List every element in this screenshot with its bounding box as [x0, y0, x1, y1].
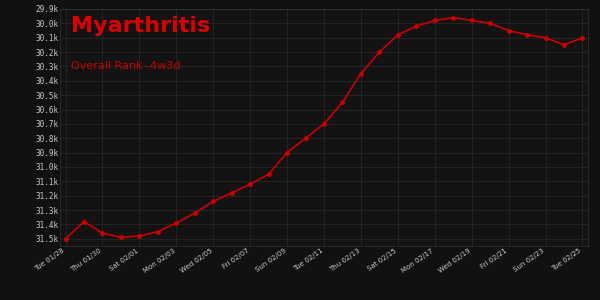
Text: Myarthritis: Myarthritis	[71, 16, 210, 36]
Text: Overall Rank -4w3d: Overall Rank -4w3d	[71, 61, 180, 71]
